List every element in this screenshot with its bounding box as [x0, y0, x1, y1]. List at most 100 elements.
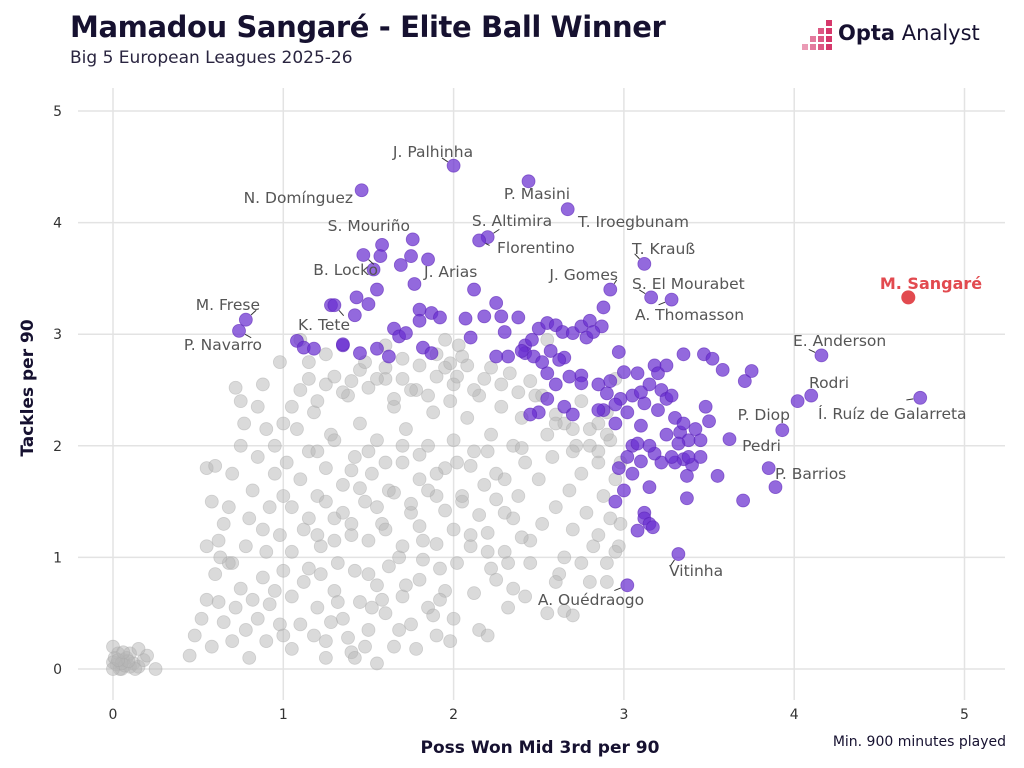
elite-player-point [399, 326, 413, 340]
player-point [276, 416, 291, 431]
elite-player-point [736, 493, 751, 508]
player-point [511, 489, 526, 503]
player-point [255, 522, 270, 537]
elite-player-point [620, 450, 635, 464]
player-point [562, 483, 577, 498]
player-point [233, 581, 248, 596]
player-point [242, 650, 257, 665]
elite-player-point [381, 349, 396, 364]
leader-line [493, 228, 500, 234]
player-point [344, 374, 359, 388]
elite-player-point [634, 385, 648, 400]
player-point [318, 377, 333, 392]
player-label: Rodri [809, 374, 849, 392]
elite-player-point [664, 388, 679, 403]
elite-player-point [625, 466, 640, 481]
elite-player-point [370, 282, 384, 297]
elite-player-point [645, 520, 660, 535]
player-point [582, 575, 597, 589]
player-point [579, 505, 594, 520]
player-point [548, 500, 563, 515]
player-point [296, 522, 311, 537]
y-tick-label: 1 [53, 550, 62, 566]
elite-player-point [617, 483, 631, 498]
player-point [208, 458, 223, 473]
brand-mark-square [818, 44, 824, 50]
player-point [409, 642, 424, 656]
chart-subtitle: Big 5 European Leagues 2025-26 [70, 48, 353, 68]
player-point [148, 662, 163, 676]
player-point [204, 494, 219, 509]
player-point [565, 444, 580, 459]
labeled-player-point [327, 298, 342, 313]
labeled-player-point [407, 277, 422, 291]
elite-player-point [664, 450, 679, 464]
elite-player-point [353, 346, 367, 361]
player-label: E. Anderson [793, 332, 886, 350]
player-point [613, 517, 628, 531]
elite-player-point [651, 366, 665, 381]
player-point [421, 388, 435, 403]
elite-player-point [421, 252, 435, 267]
player-point [523, 374, 538, 388]
x-tick-label: 0 [109, 707, 118, 723]
player-point [501, 600, 515, 615]
elite-player-point [630, 366, 645, 381]
player-point [395, 438, 410, 453]
player-point [548, 575, 563, 589]
player-label: Florentino [497, 239, 575, 257]
elite-player-point [370, 341, 384, 356]
elite-player-point [412, 313, 427, 328]
leader-line [658, 301, 666, 306]
player-point [250, 399, 265, 414]
player-point [259, 634, 274, 648]
leader-line [670, 559, 675, 566]
player-point [262, 597, 277, 612]
elite-player-point [715, 363, 730, 377]
elite-player-point [540, 392, 555, 406]
player-point [433, 561, 447, 576]
player-point [412, 519, 427, 534]
player-point [565, 522, 580, 537]
elite-player-point [698, 399, 713, 414]
player-point [443, 356, 458, 371]
elite-player-point [737, 374, 752, 388]
elite-player-point [523, 407, 538, 422]
player-point [395, 351, 410, 366]
leader-line [639, 289, 646, 295]
player-point [364, 600, 379, 615]
elite-player-point [494, 309, 509, 324]
elite-player-point [463, 330, 478, 345]
leader-line [338, 310, 345, 316]
player-point [318, 347, 333, 362]
player-point [284, 500, 299, 515]
player-point [336, 611, 350, 626]
leader-line [244, 333, 252, 339]
player-point [225, 466, 240, 481]
player-labels: J. Palhinha N. Domínguez P. Masini S. Altim… [184, 143, 982, 609]
axis-ticks: 0 1 2 3 4 5 0 1 2 3 4 5 [53, 104, 969, 723]
highlight-player-point [901, 290, 916, 305]
player-point [404, 617, 418, 632]
elite-player-point [634, 418, 648, 433]
player-point [591, 416, 606, 431]
player-point [387, 639, 401, 654]
player-point [353, 481, 367, 496]
elite-player-point [467, 282, 481, 297]
player-point [518, 455, 533, 470]
player-point [284, 544, 299, 559]
y-tick-label: 0 [53, 662, 62, 678]
player-point [284, 399, 299, 414]
player-point [116, 645, 131, 660]
player-point [370, 656, 384, 671]
player-point [591, 444, 606, 459]
elite-player-point [489, 296, 504, 310]
player-point [228, 380, 243, 395]
player-point [557, 550, 572, 565]
player-point [272, 528, 287, 542]
x-tick-label: 2 [449, 707, 458, 723]
player-point [450, 455, 464, 470]
brand-name: Opta Analyst [838, 21, 980, 45]
player-point [267, 466, 282, 481]
player-point [330, 556, 345, 570]
